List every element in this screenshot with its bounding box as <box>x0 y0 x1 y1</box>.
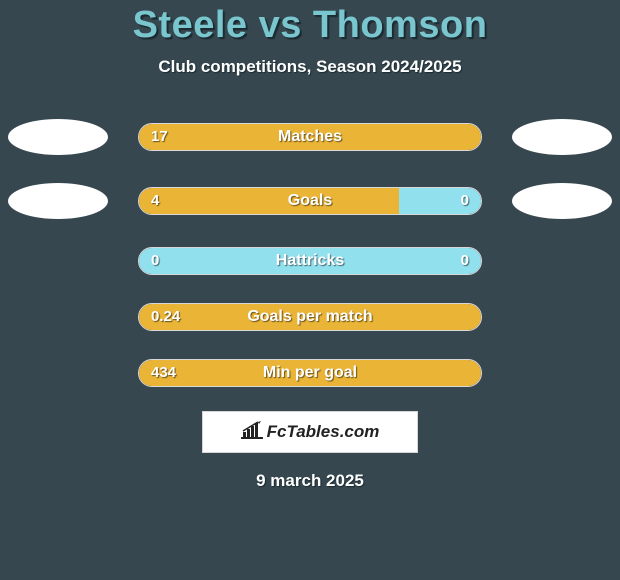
stat-rows: 17 Matches 4 0 Goals 0 0 Hattricks 0.24 Goals per… <box>0 119 620 415</box>
stat-label: Matches <box>278 124 342 150</box>
subtitle: Club competitions, Season 2024/2025 <box>158 57 461 77</box>
stat-bar: 17 Matches <box>138 123 482 151</box>
stat-row: 17 Matches <box>0 119 620 155</box>
date-label: 9 march 2025 <box>256 471 364 491</box>
stat-value-left: 0 <box>151 248 159 274</box>
player-ellipse-right <box>512 183 612 219</box>
stat-label: Goals <box>288 188 332 214</box>
bar-segment-left <box>139 188 399 214</box>
stat-value-left: 17 <box>151 124 168 150</box>
player-ellipse-right <box>512 119 612 155</box>
chart-icon <box>241 421 263 444</box>
stat-value-left: 0.24 <box>151 304 180 330</box>
player-ellipse-left <box>8 119 108 155</box>
stat-row: 4 0 Goals <box>0 183 620 219</box>
stat-value-right: 0 <box>461 248 469 274</box>
watermark-text: FcTables.com <box>267 422 380 442</box>
page-title: Steele vs Thomson <box>133 4 488 47</box>
stat-label: Min per goal <box>263 360 357 386</box>
stat-label: Goals per match <box>247 304 372 330</box>
stat-bar: 4 0 Goals <box>138 187 482 215</box>
comparison-infographic: Steele vs Thomson Club competitions, Sea… <box>0 0 620 491</box>
stat-value-left: 434 <box>151 360 176 386</box>
stat-bar: 434 Min per goal <box>138 359 482 387</box>
stat-value-left: 4 <box>151 188 159 214</box>
watermark: FcTables.com <box>202 411 418 453</box>
stat-bar: 0.24 Goals per match <box>138 303 482 331</box>
stat-bar: 0 0 Hattricks <box>138 247 482 275</box>
player-ellipse-left <box>8 183 108 219</box>
stat-row: 434 Min per goal <box>0 359 620 387</box>
stat-row: 0.24 Goals per match <box>0 303 620 331</box>
stat-label: Hattricks <box>276 248 344 274</box>
stat-row: 0 0 Hattricks <box>0 247 620 275</box>
stat-value-right: 0 <box>461 188 469 214</box>
